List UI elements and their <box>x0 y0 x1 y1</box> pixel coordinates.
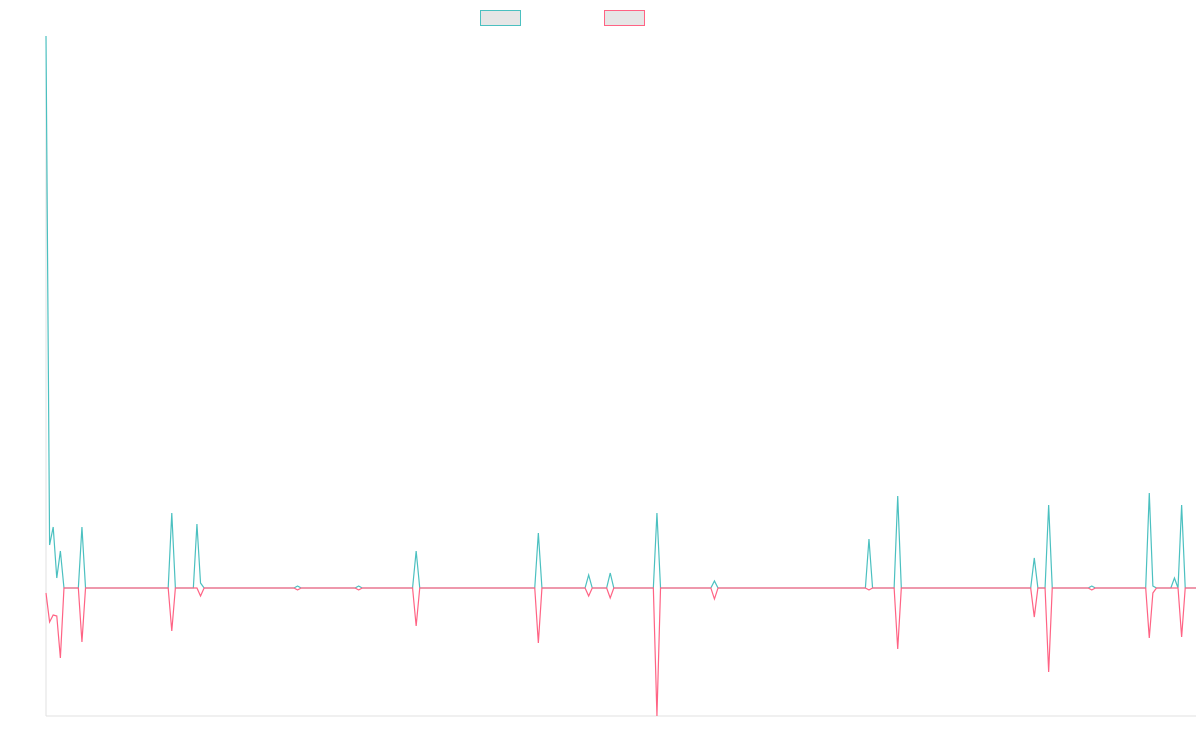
legend <box>480 10 645 26</box>
line-series <box>45 587 1196 717</box>
line-series <box>45 35 1196 589</box>
legend-swatch <box>604 10 645 26</box>
legend-swatch <box>480 10 521 26</box>
